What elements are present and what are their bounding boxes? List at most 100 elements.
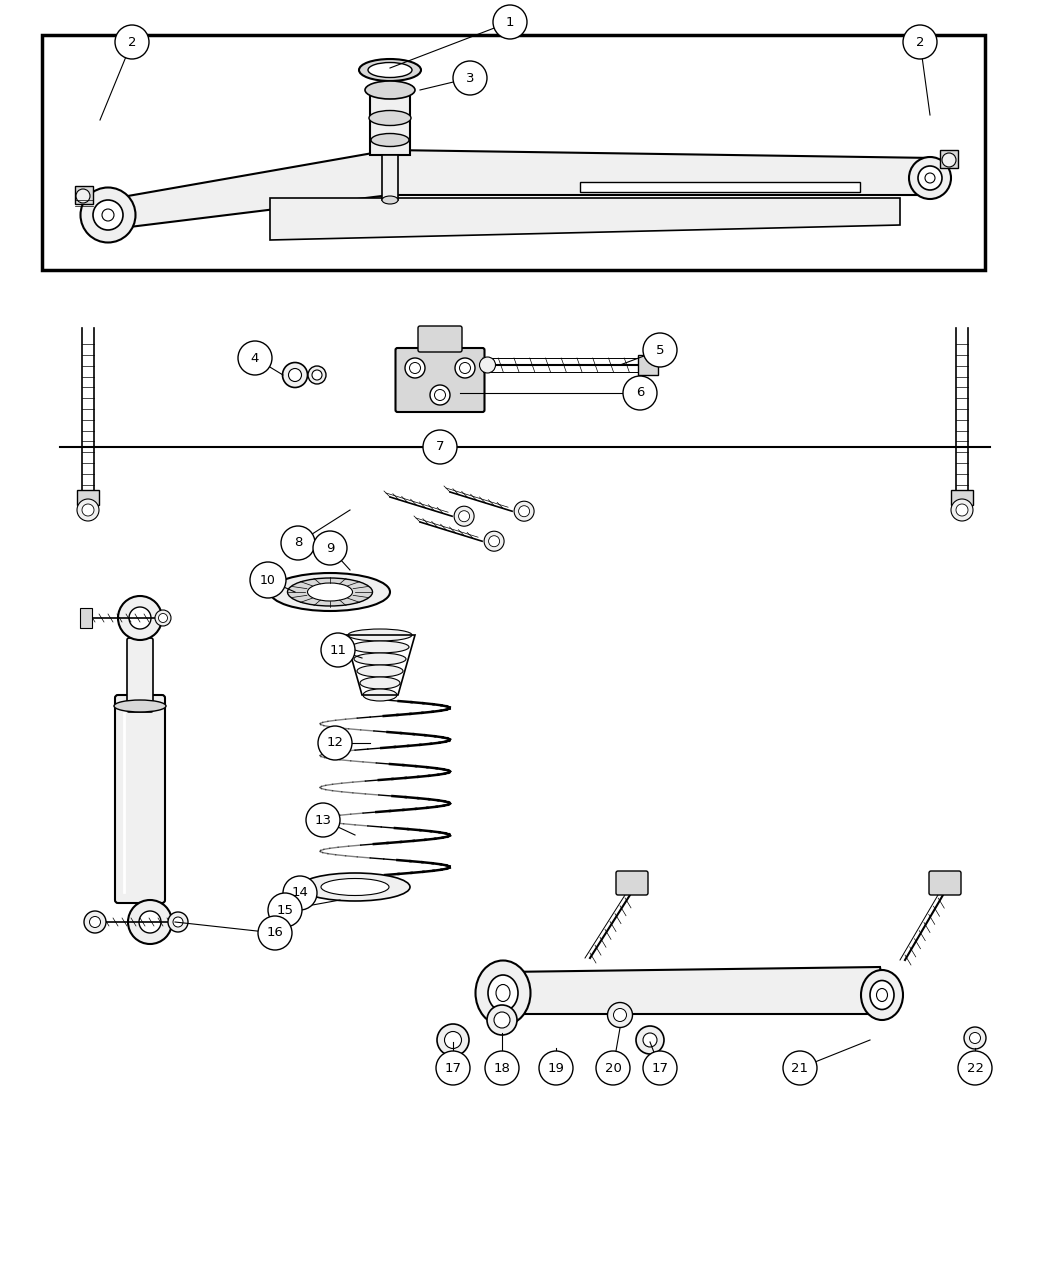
- Text: 20: 20: [605, 1062, 622, 1075]
- Bar: [75, 186, 93, 204]
- Circle shape: [321, 632, 355, 667]
- Ellipse shape: [484, 532, 504, 551]
- Ellipse shape: [455, 358, 475, 377]
- Text: 7: 7: [436, 440, 444, 454]
- Ellipse shape: [300, 873, 410, 901]
- Ellipse shape: [81, 187, 135, 242]
- Ellipse shape: [636, 1026, 664, 1054]
- Text: 17: 17: [651, 1062, 669, 1075]
- Text: 14: 14: [292, 886, 309, 899]
- Ellipse shape: [288, 578, 373, 606]
- Ellipse shape: [155, 609, 171, 626]
- Ellipse shape: [270, 572, 390, 611]
- Bar: [638, 354, 658, 375]
- Circle shape: [643, 333, 677, 367]
- Text: 16: 16: [267, 927, 284, 940]
- Circle shape: [238, 340, 272, 375]
- Ellipse shape: [476, 960, 530, 1025]
- FancyBboxPatch shape: [127, 638, 153, 711]
- Circle shape: [958, 1051, 992, 1085]
- Bar: [951, 490, 973, 505]
- Ellipse shape: [488, 536, 500, 547]
- Polygon shape: [105, 150, 934, 230]
- Ellipse shape: [496, 984, 510, 1001]
- Circle shape: [783, 1051, 817, 1085]
- Ellipse shape: [454, 506, 475, 527]
- Text: 2: 2: [916, 36, 924, 48]
- Ellipse shape: [289, 368, 301, 381]
- Ellipse shape: [365, 82, 415, 99]
- Circle shape: [643, 1051, 677, 1085]
- Bar: [77, 490, 99, 505]
- Circle shape: [82, 504, 94, 516]
- Circle shape: [77, 499, 99, 521]
- Polygon shape: [503, 966, 888, 1014]
- Ellipse shape: [643, 1033, 657, 1047]
- Ellipse shape: [368, 62, 412, 78]
- Ellipse shape: [437, 1024, 469, 1056]
- Text: 6: 6: [636, 386, 645, 399]
- Ellipse shape: [435, 389, 445, 400]
- Ellipse shape: [308, 366, 326, 384]
- Circle shape: [623, 376, 657, 411]
- Circle shape: [485, 1051, 519, 1085]
- Ellipse shape: [487, 1005, 517, 1035]
- Ellipse shape: [969, 1033, 981, 1043]
- Circle shape: [596, 1051, 630, 1085]
- Ellipse shape: [369, 111, 411, 125]
- FancyBboxPatch shape: [616, 871, 648, 895]
- Circle shape: [258, 915, 292, 950]
- Circle shape: [139, 912, 161, 933]
- Ellipse shape: [371, 134, 410, 147]
- Circle shape: [128, 900, 172, 944]
- Text: 8: 8: [294, 537, 302, 550]
- Ellipse shape: [84, 912, 106, 933]
- Text: 5: 5: [656, 343, 665, 357]
- Ellipse shape: [382, 196, 398, 204]
- Bar: [42, 34, 985, 270]
- Circle shape: [129, 607, 151, 629]
- Text: 9: 9: [326, 542, 334, 555]
- Ellipse shape: [877, 988, 887, 1001]
- Ellipse shape: [168, 912, 188, 932]
- Circle shape: [313, 530, 346, 565]
- Circle shape: [453, 61, 487, 96]
- Ellipse shape: [430, 385, 450, 405]
- Ellipse shape: [405, 358, 425, 377]
- Circle shape: [76, 189, 90, 203]
- Ellipse shape: [282, 362, 308, 388]
- Ellipse shape: [173, 917, 183, 927]
- Text: 3: 3: [466, 71, 475, 84]
- Text: 22: 22: [966, 1062, 984, 1075]
- Ellipse shape: [308, 583, 353, 601]
- Ellipse shape: [312, 370, 322, 380]
- Ellipse shape: [861, 970, 903, 1020]
- Ellipse shape: [488, 975, 518, 1011]
- Ellipse shape: [321, 878, 388, 895]
- Circle shape: [116, 26, 149, 59]
- Text: 13: 13: [315, 813, 332, 826]
- Circle shape: [284, 876, 317, 910]
- FancyBboxPatch shape: [418, 326, 462, 352]
- Ellipse shape: [494, 1012, 510, 1028]
- Circle shape: [268, 892, 302, 927]
- Ellipse shape: [363, 688, 397, 701]
- Ellipse shape: [93, 200, 123, 230]
- Ellipse shape: [918, 166, 942, 190]
- Circle shape: [423, 430, 457, 464]
- Ellipse shape: [870, 980, 894, 1010]
- FancyBboxPatch shape: [396, 348, 484, 412]
- Circle shape: [318, 725, 352, 760]
- Bar: [382, 156, 398, 200]
- Polygon shape: [270, 198, 900, 240]
- Circle shape: [956, 504, 968, 516]
- Text: 4: 4: [251, 352, 259, 365]
- Ellipse shape: [925, 173, 934, 184]
- Ellipse shape: [89, 917, 101, 927]
- Text: 10: 10: [260, 574, 276, 586]
- Circle shape: [281, 527, 315, 560]
- Text: 21: 21: [792, 1062, 809, 1075]
- Ellipse shape: [359, 59, 421, 82]
- FancyBboxPatch shape: [929, 871, 961, 895]
- Text: 17: 17: [444, 1062, 462, 1075]
